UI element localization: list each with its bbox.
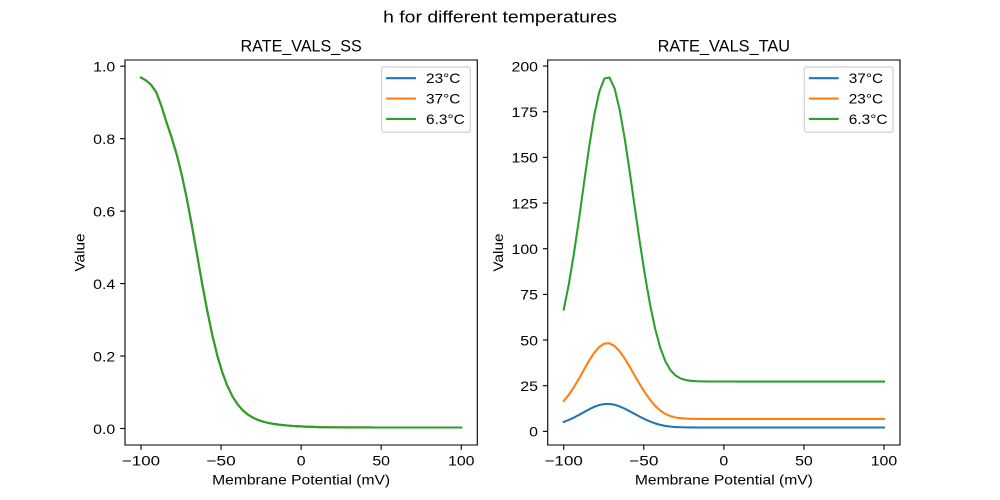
svg-text:Membrane Potential (mV): Membrane Potential (mV) [212,471,390,487]
svg-text:−50: −50 [629,452,659,468]
svg-text:175: 175 [511,104,538,120]
svg-text:25: 25 [520,378,538,394]
svg-text:0.2: 0.2 [93,348,115,364]
svg-text:37°C: 37°C [426,90,460,106]
svg-text:6.3°C: 6.3°C [849,111,888,127]
svg-text:75: 75 [520,287,538,303]
svg-text:200: 200 [511,58,538,74]
svg-text:h for different temperatures: h for different temperatures [383,8,617,27]
svg-text:Value: Value [72,233,88,271]
svg-text:23°C: 23°C [849,90,883,106]
svg-text:Value: Value [490,233,506,271]
svg-text:0: 0 [719,452,728,468]
svg-text:50: 50 [372,452,390,468]
svg-text:50: 50 [520,332,538,348]
svg-text:100: 100 [511,241,538,257]
svg-text:Membrane Potential (mV): Membrane Potential (mV) [635,471,813,487]
svg-text:−100: −100 [545,452,583,468]
svg-text:37°C: 37°C [849,70,883,86]
svg-text:150: 150 [511,150,538,166]
svg-text:100: 100 [871,452,898,468]
svg-text:50: 50 [795,452,813,468]
svg-text:−100: −100 [122,452,160,468]
svg-text:0: 0 [529,424,538,440]
svg-text:100: 100 [448,452,475,468]
svg-text:125: 125 [511,195,538,211]
svg-text:0.4: 0.4 [93,276,115,292]
svg-text:0.6: 0.6 [93,203,115,219]
svg-text:1.0: 1.0 [93,58,115,74]
svg-text:0.8: 0.8 [93,131,115,147]
svg-text:0: 0 [297,452,306,468]
svg-text:0.0: 0.0 [93,421,115,437]
svg-text:RATE_VALS_SS: RATE_VALS_SS [241,37,362,56]
svg-text:6.3°C: 6.3°C [426,111,465,127]
svg-text:23°C: 23°C [426,70,460,86]
svg-text:RATE_VALS_TAU: RATE_VALS_TAU [658,37,791,56]
svg-text:−50: −50 [206,452,236,468]
